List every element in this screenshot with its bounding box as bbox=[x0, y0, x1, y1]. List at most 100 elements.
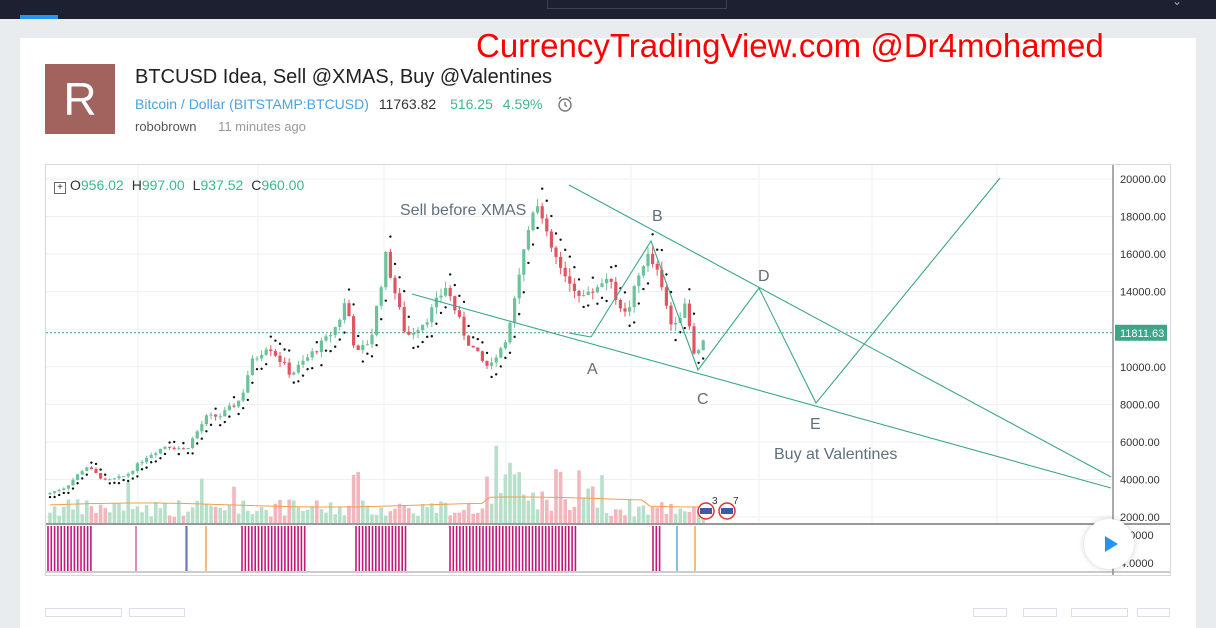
candle bbox=[430, 307, 434, 323]
sar-dot bbox=[435, 322, 438, 325]
volume-bar bbox=[296, 506, 301, 523]
bottom-tab[interactable] bbox=[1071, 608, 1128, 617]
author-name[interactable]: robobrown bbox=[135, 119, 197, 134]
sar-dot bbox=[113, 481, 116, 485]
sar-dot bbox=[596, 302, 599, 305]
sar-dot bbox=[76, 482, 79, 485]
sar-dot bbox=[99, 468, 102, 471]
sar-dot bbox=[297, 380, 300, 383]
chart-area[interactable]: Sell before XMAS Buy at Valentines A B C D E 3 7… bbox=[45, 164, 1171, 576]
candle bbox=[214, 414, 218, 417]
play-button[interactable] bbox=[1084, 519, 1134, 569]
volume-bar bbox=[209, 505, 213, 523]
volume-bar bbox=[213, 507, 218, 523]
volume-bar bbox=[535, 509, 540, 523]
candle bbox=[416, 330, 420, 333]
candle bbox=[296, 364, 300, 373]
volume-bar bbox=[614, 509, 618, 523]
candle bbox=[168, 446, 172, 448]
candle bbox=[227, 405, 231, 411]
bottom-tab[interactable] bbox=[1137, 608, 1170, 617]
sar-dot bbox=[660, 248, 663, 252]
sar-dot bbox=[527, 261, 530, 265]
candle bbox=[241, 392, 245, 401]
candle bbox=[172, 447, 176, 449]
candle bbox=[683, 303, 687, 318]
sar-dot bbox=[288, 349, 291, 352]
bottom-tab[interactable] bbox=[129, 608, 185, 617]
sar-dot bbox=[623, 291, 627, 294]
candle bbox=[618, 299, 622, 309]
active-tab-indicator bbox=[20, 15, 58, 19]
search-box[interactable] bbox=[547, 0, 727, 9]
expand-icon[interactable]: + bbox=[54, 182, 66, 194]
sar-dot bbox=[329, 349, 332, 353]
wave-path-start bbox=[568, 332, 592, 338]
volume-bar bbox=[683, 511, 687, 523]
candle bbox=[388, 251, 392, 278]
volume-bar bbox=[522, 494, 526, 523]
sar-dot bbox=[177, 452, 180, 456]
price-axis-label: 4000.00 bbox=[1120, 474, 1160, 486]
candle bbox=[375, 305, 379, 335]
chart-canvas[interactable]: Sell before XMAS Buy at Valentines A B C D E 3 7… bbox=[46, 165, 1170, 575]
volume-bar bbox=[618, 509, 623, 523]
volume-bar bbox=[499, 493, 503, 523]
price-axis-label: 6000.00 bbox=[1120, 437, 1160, 449]
candle bbox=[223, 410, 227, 417]
volume-bar bbox=[338, 506, 342, 523]
symbol-name-link[interactable]: Bitcoin / Dollar bbox=[135, 96, 226, 113]
ohlc-low: 937.52 bbox=[200, 177, 244, 193]
volume-bar bbox=[430, 503, 434, 523]
sar-dot bbox=[564, 248, 567, 252]
candle bbox=[301, 360, 305, 365]
candle bbox=[568, 276, 572, 284]
candle bbox=[402, 307, 406, 332]
ohlc-high: 997.00 bbox=[141, 177, 185, 193]
sar-dot bbox=[444, 306, 447, 309]
sar-dot bbox=[380, 318, 383, 321]
candle bbox=[250, 358, 254, 376]
author-avatar[interactable]: R bbox=[45, 64, 115, 134]
candle bbox=[692, 326, 696, 354]
candle bbox=[600, 283, 604, 288]
candle bbox=[310, 351, 314, 358]
top-navbar: ⌄ bbox=[0, 0, 1216, 19]
volume-bar bbox=[374, 514, 379, 523]
wave-label-d: D bbox=[758, 268, 770, 285]
volume-bar bbox=[549, 510, 554, 523]
alarm-clock-icon[interactable] bbox=[556, 95, 574, 116]
sar-dot bbox=[545, 199, 548, 202]
bottom-tab[interactable] bbox=[973, 608, 1007, 617]
sar-dot bbox=[403, 289, 406, 293]
symbol-code-link[interactable]: BITSTAMP:BTCUSD bbox=[233, 96, 365, 113]
sar-dot bbox=[550, 214, 553, 218]
volume-bar bbox=[632, 516, 636, 523]
candle bbox=[103, 478, 107, 480]
sar-dot bbox=[306, 367, 309, 371]
candle bbox=[324, 336, 328, 341]
sar-dot bbox=[522, 291, 525, 294]
chevron-down-icon[interactable]: ⌄ bbox=[1172, 0, 1183, 8]
bottom-tab[interactable] bbox=[1023, 608, 1057, 617]
bottom-tab[interactable] bbox=[45, 608, 122, 617]
candle bbox=[526, 229, 530, 250]
candle bbox=[181, 448, 185, 450]
volume-bar bbox=[259, 507, 264, 523]
support-trendline bbox=[411, 293, 1112, 489]
volume-bar bbox=[471, 513, 475, 523]
candle bbox=[444, 287, 448, 296]
volume-bar bbox=[319, 509, 324, 523]
candle bbox=[490, 362, 494, 366]
candle bbox=[421, 324, 425, 331]
candle bbox=[48, 492, 52, 495]
candle bbox=[687, 303, 691, 327]
sar-dot bbox=[633, 321, 636, 324]
sar-dot bbox=[637, 302, 640, 305]
volume-bar bbox=[356, 471, 360, 523]
candle bbox=[352, 316, 356, 346]
volume-bar bbox=[448, 515, 452, 523]
candle bbox=[80, 471, 84, 475]
sar-dot bbox=[467, 324, 470, 328]
sar-dot bbox=[320, 364, 323, 367]
